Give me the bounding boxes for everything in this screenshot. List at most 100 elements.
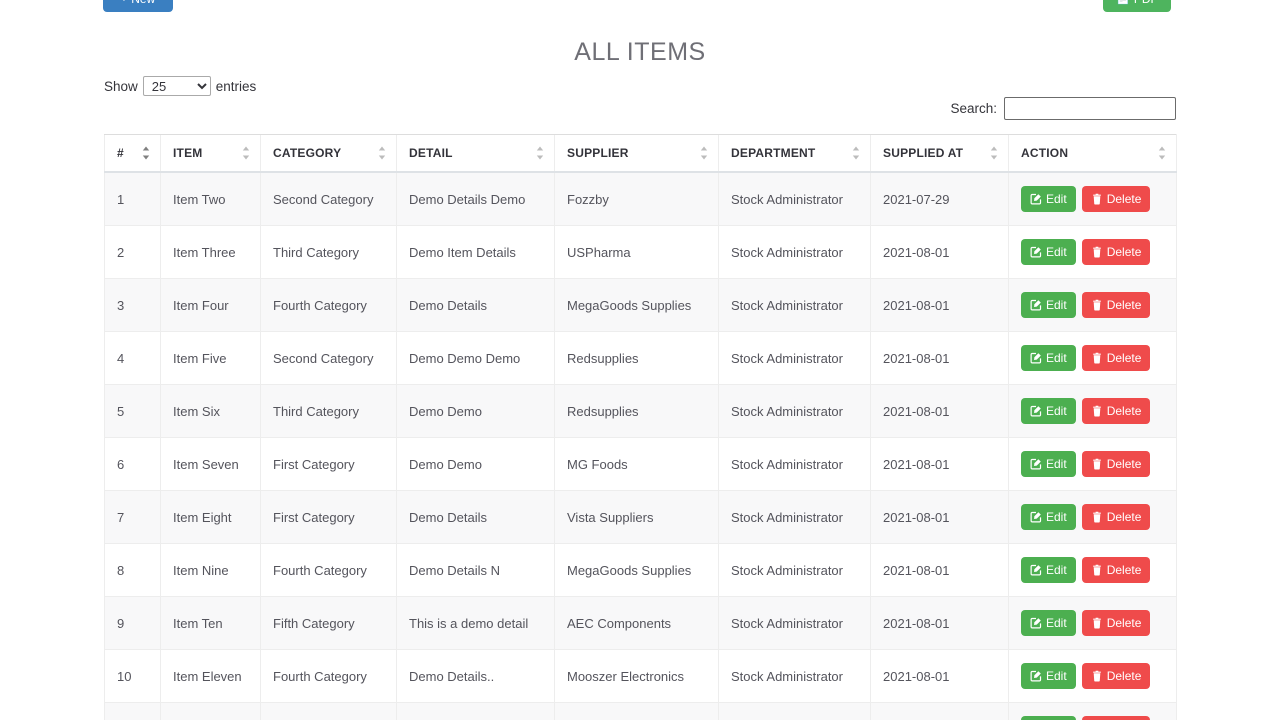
row-number: 10	[104, 649, 161, 703]
cell-item: Item Eleven	[160, 649, 261, 703]
cell-supplied-at: 2021-08-01	[870, 225, 1009, 279]
edit-icon	[1030, 564, 1042, 576]
trash-icon	[1091, 564, 1103, 576]
cell-supplied-at: 2021-08-01	[870, 384, 1009, 438]
edit-button[interactable]: Edit	[1021, 239, 1076, 265]
column-header-category[interactable]: CATEGORY	[260, 134, 397, 173]
edit-button[interactable]: Edit	[1021, 292, 1076, 318]
new-item-button[interactable]: + New	[103, 0, 173, 12]
delete-button[interactable]: Delete	[1081, 186, 1151, 212]
cell-department: Stock Administrator	[718, 172, 871, 226]
cell-department: Stock Administrator	[718, 278, 871, 332]
delete-button[interactable]: Delete	[1081, 716, 1151, 720]
cell-detail: This is a demo detail	[396, 596, 555, 650]
delete-button[interactable]: Delete	[1081, 557, 1151, 583]
delete-button[interactable]: Delete	[1081, 504, 1151, 530]
delete-button[interactable]: Delete	[1081, 398, 1151, 424]
action-buttons: Edit Delete	[1021, 557, 1164, 583]
cell-action: Edit Delete	[1008, 649, 1177, 703]
length-menu-prefix: Show	[104, 78, 138, 94]
cell-supplied-at: 2021-08-01	[870, 543, 1009, 597]
cell-item: Item Twelve	[160, 702, 261, 720]
cell-action: Edit Delete	[1008, 490, 1177, 544]
edit-icon	[1030, 617, 1042, 629]
column-header-label: DEPARTMENT	[731, 146, 816, 160]
table-row: 3 Item Four Fourth Category Demo Details Meg…	[104, 278, 1177, 332]
edit-button[interactable]: Edit	[1021, 451, 1076, 477]
cell-department: Stock Administrator	[718, 596, 871, 650]
export-pdf-button[interactable]: 📄 PDF	[1103, 0, 1171, 12]
delete-button[interactable]: Delete	[1081, 292, 1151, 318]
action-buttons: Edit Delete	[1021, 451, 1164, 477]
cell-supplier: MegaGoods Supplies	[554, 543, 719, 597]
table-row: 2 Item Three Third Category Demo Item Detai…	[104, 225, 1177, 279]
delete-button[interactable]: Delete	[1081, 345, 1151, 371]
edit-icon	[1030, 193, 1042, 205]
sort-icon	[1157, 146, 1167, 160]
cell-detail: Demo Demo	[396, 384, 555, 438]
column-header-supplier[interactable]: SUPPLIER	[554, 134, 719, 173]
column-header-label: ACTION	[1021, 146, 1069, 160]
edit-button[interactable]: Edit	[1021, 504, 1076, 530]
cell-item: Item Six	[160, 384, 261, 438]
edit-button-label: Edit	[1046, 192, 1067, 206]
column-header-supplied-at[interactable]: SUPPLIED AT	[870, 134, 1009, 173]
column-header-item[interactable]: ITEM	[160, 134, 261, 173]
delete-button[interactable]: Delete	[1081, 610, 1151, 636]
cell-detail: Demo Details	[396, 278, 555, 332]
cell-category: Second Category	[260, 172, 397, 226]
column-header-detail[interactable]: DETAIL	[396, 134, 555, 173]
column-header-[interactable]: #	[104, 134, 161, 173]
action-buttons: Edit Delete	[1021, 345, 1164, 371]
cell-supplier: MG Foods	[554, 702, 719, 720]
cell-category: Third Category	[260, 225, 397, 279]
cell-supplied-at: 2021-08-01	[870, 437, 1009, 491]
cell-category: Fifth Category	[260, 596, 397, 650]
delete-button-label: Delete	[1106, 563, 1142, 577]
edit-button[interactable]: Edit	[1021, 398, 1076, 424]
action-buttons: Edit Delete	[1021, 398, 1164, 424]
cell-supplier: Redsupplies	[554, 384, 719, 438]
trash-icon	[1091, 299, 1103, 311]
edit-icon	[1030, 352, 1042, 364]
column-header-label: ITEM	[173, 146, 203, 160]
trash-icon	[1091, 670, 1103, 682]
edit-button[interactable]: Edit	[1021, 557, 1076, 583]
cell-category: Fourth Category	[260, 543, 397, 597]
edit-button[interactable]: Edit	[1021, 716, 1076, 720]
delete-button[interactable]: Delete	[1081, 239, 1151, 265]
cell-supplied-at: 2021-07-29	[870, 172, 1009, 226]
table-row: 1 Item Two Second Category Demo Details Dem…	[104, 172, 1177, 226]
action-buttons: Edit Delete	[1021, 610, 1164, 636]
delete-button-label: Delete	[1106, 298, 1142, 312]
edit-button-label: Edit	[1046, 351, 1067, 365]
sort-icon	[141, 146, 151, 160]
cell-department: Stock Administrator	[718, 490, 871, 544]
edit-button[interactable]: Edit	[1021, 345, 1076, 371]
cell-action: Edit Delete	[1008, 702, 1177, 720]
action-buttons: Edit Delete	[1021, 716, 1164, 720]
trash-icon	[1091, 458, 1103, 470]
sort-icon	[989, 146, 999, 160]
cell-supplier: USPharma	[554, 225, 719, 279]
cell-supplied-at: 2021-08-01	[870, 596, 1009, 650]
table-row: 6 Item Seven First Category Demo Demo MG Foo…	[104, 437, 1177, 491]
search-input[interactable]	[1004, 97, 1176, 120]
cell-item: Item Five	[160, 331, 261, 385]
cell-detail: Demo Demo Demo	[396, 331, 555, 385]
delete-button[interactable]: Delete	[1081, 451, 1151, 477]
length-menu-suffix: entries	[215, 78, 257, 94]
trash-icon	[1091, 405, 1103, 417]
cell-department: Stock Administrator	[718, 331, 871, 385]
column-header-department[interactable]: DEPARTMENT	[718, 134, 871, 173]
column-header-action[interactable]: ACTION	[1008, 134, 1177, 173]
cell-supplier: Mooszer Electronics	[554, 649, 719, 703]
edit-button[interactable]: Edit	[1021, 610, 1076, 636]
edit-button[interactable]: Edit	[1021, 186, 1076, 212]
entries-per-page-select[interactable]: 25	[142, 76, 211, 96]
cell-action: Edit Delete	[1008, 596, 1177, 650]
edit-button[interactable]: Edit	[1021, 663, 1076, 689]
action-buttons: Edit Delete	[1021, 292, 1164, 318]
delete-button[interactable]: Delete	[1081, 663, 1151, 689]
